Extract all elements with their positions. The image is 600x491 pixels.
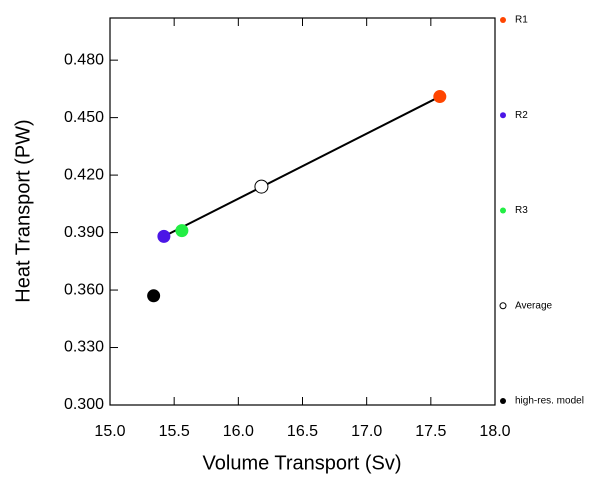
y-tick-label: 0.450 [64, 109, 104, 126]
point [157, 229, 171, 243]
x-tick-label: 15.5 [159, 423, 190, 440]
x-tick-label: 16.5 [287, 423, 318, 440]
y-tick-label: 0.420 [64, 166, 104, 183]
legend-marker [499, 302, 507, 310]
point [147, 289, 161, 303]
legend-label: R3 [515, 205, 528, 216]
point [254, 179, 269, 194]
fit-line [163, 95, 441, 238]
y-tick-label: 0.390 [64, 224, 104, 241]
x-axis-label: Volume Transport (Sv) [203, 452, 402, 474]
legend-label: high-res. model [515, 396, 584, 407]
y-tick-label: 0.360 [64, 281, 104, 298]
y-tick-label: 0.300 [64, 396, 104, 413]
point [433, 90, 447, 104]
legend-marker [500, 207, 506, 214]
y-tick-label: 0.330 [64, 339, 104, 356]
legend-label: Average [515, 300, 553, 311]
legend-marker [500, 112, 506, 119]
plot-frame [109, 17, 496, 406]
legend-marker [500, 398, 506, 404]
legend-marker [500, 17, 506, 23]
x-tick-label: 16.0 [223, 423, 254, 440]
legend-label: R2 [515, 110, 528, 121]
x-tick-label: 17.0 [351, 423, 382, 440]
legend-label: R1 [515, 15, 528, 26]
x-tick-label: 17.5 [415, 423, 446, 440]
x-tick-label: 18.0 [479, 423, 510, 440]
point [175, 224, 189, 238]
y-tick-label: 0.480 [64, 51, 104, 68]
x-tick-label: 15.0 [94, 423, 125, 440]
y-axis-label: Heat Transport (PW) [12, 119, 34, 302]
